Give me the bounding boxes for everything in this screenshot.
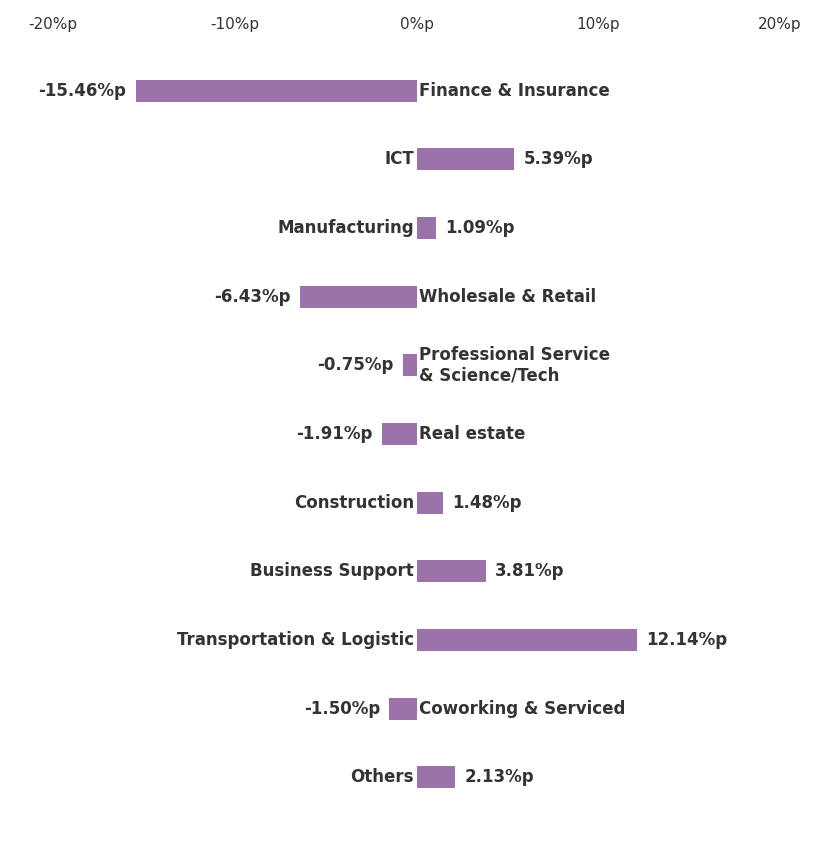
Text: -0.75%p: -0.75%p (317, 356, 394, 375)
Text: Construction: Construction (294, 493, 414, 512)
Text: 12.14%p: 12.14%p (646, 631, 727, 649)
Bar (136, 80, 416, 102)
Text: 1.48%p: 1.48%p (452, 493, 522, 512)
Text: Real estate: Real estate (419, 425, 526, 443)
Text: ICT: ICT (384, 151, 414, 168)
Text: -1.50%p: -1.50%p (304, 700, 380, 717)
Text: -6.43%p: -6.43%p (214, 288, 291, 306)
Bar (416, 148, 515, 170)
Text: Transportation & Logistic: Transportation & Logistic (177, 631, 414, 649)
Text: Coworking & Serviced: Coworking & Serviced (419, 700, 626, 717)
Text: Business Support: Business Support (250, 562, 414, 580)
Bar (416, 217, 436, 239)
Text: -1.91%p: -1.91%p (297, 425, 372, 443)
Text: 3.81%p: 3.81%p (495, 562, 564, 580)
Text: Finance & Insurance: Finance & Insurance (419, 82, 610, 100)
Bar (389, 698, 416, 720)
Bar (416, 629, 637, 651)
Bar (300, 285, 416, 307)
Bar (382, 423, 416, 445)
Text: 5.39%p: 5.39%p (524, 151, 593, 168)
Text: Manufacturing: Manufacturing (277, 219, 414, 237)
Bar (416, 561, 486, 583)
Bar (403, 354, 416, 376)
Bar (416, 492, 443, 514)
Text: Others: Others (350, 768, 414, 786)
Text: Wholesale & Retail: Wholesale & Retail (419, 288, 596, 306)
Text: 1.09%p: 1.09%p (446, 219, 515, 237)
Text: -15.46%p: -15.46%p (38, 82, 127, 100)
Bar (416, 766, 455, 788)
Text: Professional Service
& Science/Tech: Professional Service & Science/Tech (419, 346, 611, 385)
Text: 2.13%p: 2.13%p (464, 768, 534, 786)
